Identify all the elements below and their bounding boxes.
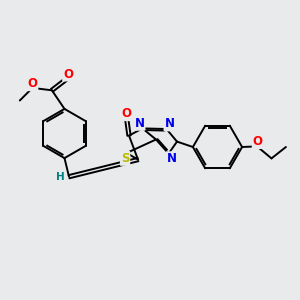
- Text: O: O: [27, 77, 38, 90]
- Text: O: O: [253, 135, 263, 148]
- Text: N: N: [164, 117, 175, 130]
- Text: S: S: [121, 152, 129, 165]
- Text: O: O: [122, 107, 132, 120]
- Text: N: N: [134, 117, 145, 130]
- Text: O: O: [63, 68, 73, 81]
- Text: N: N: [167, 152, 177, 165]
- Text: H: H: [56, 172, 64, 182]
